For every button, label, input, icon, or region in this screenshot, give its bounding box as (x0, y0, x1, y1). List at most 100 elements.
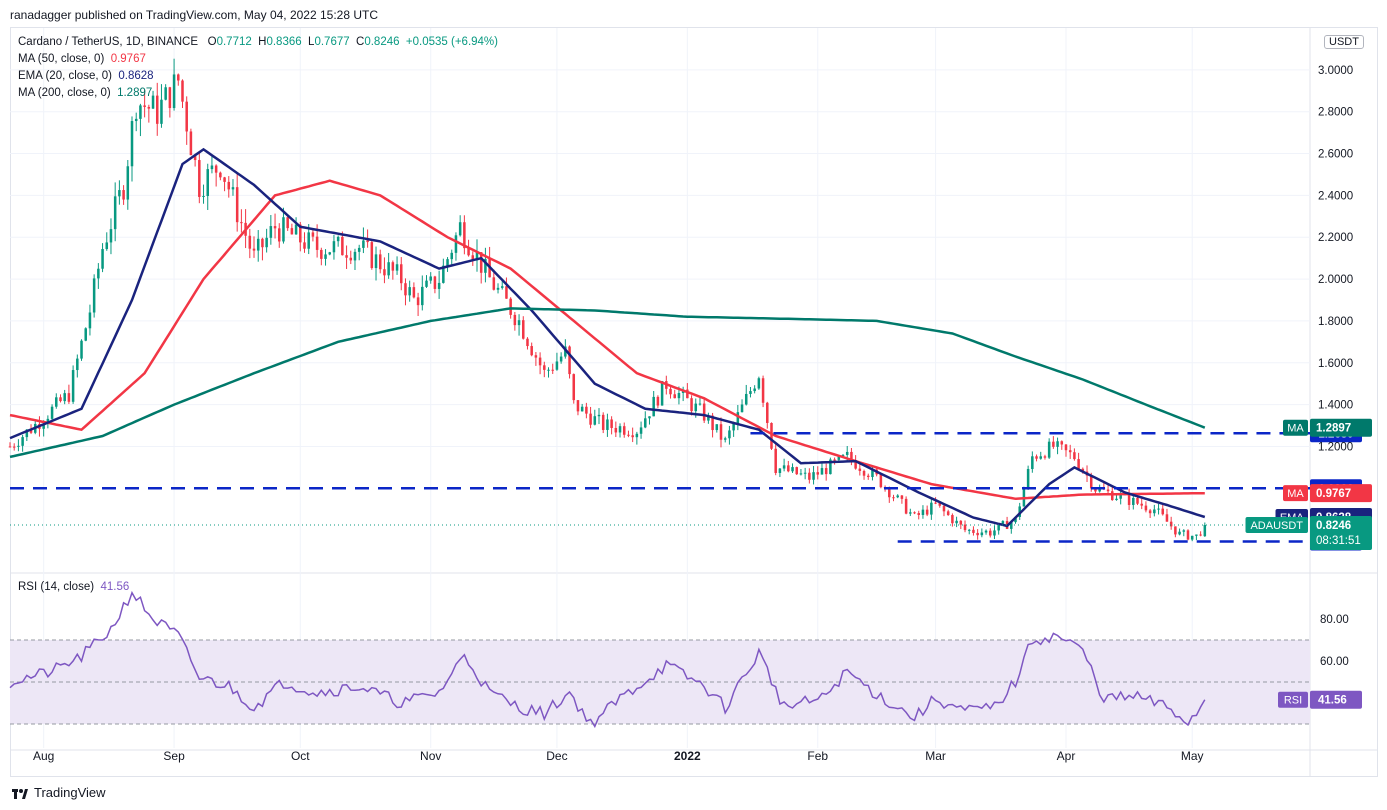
candle-body (118, 190, 121, 197)
candle-body (904, 498, 908, 514)
candle-body (248, 235, 252, 249)
candle-body (25, 429, 29, 438)
candle-body (168, 87, 172, 109)
candle-body (21, 437, 24, 446)
tradingview-logo-icon (12, 788, 28, 799)
candle-body (349, 257, 353, 261)
candle-body (551, 369, 554, 371)
candle-body (206, 169, 209, 196)
rsi-tag-name: RSI (1284, 695, 1302, 707)
legend-ma200-value: 1.2897 (117, 87, 153, 99)
candle-body (522, 320, 525, 339)
candle-body (757, 378, 761, 389)
candle-body (320, 249, 323, 259)
candle-body (547, 369, 550, 371)
candle-body (631, 435, 634, 438)
price-tag-name-box (1245, 517, 1308, 534)
candle-body (854, 460, 857, 469)
candle-body (463, 222, 466, 249)
candle-body (50, 406, 54, 419)
rsi-tick-label: 80.00 (1320, 614, 1349, 626)
legend-ema20-value: 0.8628 (118, 70, 154, 82)
candle-body (534, 355, 538, 358)
candle-body (656, 396, 660, 406)
candle-body (770, 422, 773, 449)
candle-body (845, 451, 849, 455)
candle-body (761, 378, 765, 403)
legend-close: 0.8246 (364, 36, 400, 48)
price-tag-name: MA (1287, 488, 1304, 500)
legend-ema20-label: EMA (20, close, 0) (18, 70, 112, 82)
candle-body (913, 512, 916, 514)
candle-body (446, 259, 449, 266)
candle-body (421, 286, 424, 306)
candle-body (766, 402, 769, 423)
candle-body (652, 396, 655, 417)
footer-brand[interactable]: TradingView (12, 785, 106, 800)
candle-body (959, 520, 963, 525)
candle-body (787, 465, 790, 472)
ema20-line (9, 147, 1206, 528)
candle-body (219, 172, 222, 178)
candle-body (1195, 534, 1198, 536)
candle-body (782, 465, 786, 469)
candle-body (370, 242, 374, 269)
candle-body (1106, 489, 1110, 492)
candle-body (799, 473, 803, 475)
candle-body (900, 495, 904, 499)
candle-body (622, 426, 626, 435)
candle-body (454, 235, 458, 253)
candle-body (458, 222, 462, 236)
candle-body (555, 361, 559, 370)
candle-body (972, 529, 975, 533)
candle-body (955, 520, 958, 524)
rsi-tick-label: 60.00 (1320, 656, 1349, 668)
candle-body (732, 424, 735, 431)
chart-frame (10, 27, 1378, 777)
currency-badge[interactable]: USDT (1324, 35, 1364, 49)
candle-body (1068, 450, 1072, 453)
candle-body (997, 523, 1000, 531)
candle-body (808, 472, 811, 480)
candle-body (84, 328, 87, 341)
candle-body (8, 446, 12, 448)
candle-body (63, 393, 66, 402)
candle-body (984, 530, 988, 533)
candle-body (55, 397, 58, 407)
candle-body (572, 374, 576, 401)
rsi-tag-value: 41.56 (1318, 695, 1347, 707)
candle-body (538, 357, 542, 366)
candle-body (282, 217, 285, 242)
candle-body (1111, 491, 1114, 501)
candle-body (433, 276, 437, 289)
candle-body (412, 287, 416, 298)
candle-body (59, 397, 62, 402)
candle-body (694, 403, 698, 412)
candle-body (160, 99, 163, 124)
candle-body (1153, 509, 1156, 514)
candle-body (387, 262, 390, 276)
candle-body (1031, 456, 1034, 470)
candle-body (42, 423, 45, 429)
candle-body (951, 515, 954, 524)
price-tag-countdown: 08:31:51 (1316, 535, 1361, 547)
candle-body (1140, 503, 1143, 506)
candle-body (299, 224, 302, 243)
legend-rsi-label: RSI (14, close) (18, 581, 95, 593)
candle-body (484, 258, 487, 273)
legend-ma200-row: MA (200, close, 0) 1.2897 (18, 87, 152, 99)
candle-body (1035, 456, 1038, 459)
candle-body (17, 445, 20, 447)
candle-body (362, 240, 365, 248)
candle-body (1174, 526, 1177, 535)
candle-body (383, 269, 386, 276)
candle-body (589, 413, 592, 425)
candle-body (235, 187, 239, 223)
candle-body (585, 406, 588, 414)
legend-ema20-row: EMA (20, close, 0) 0.8628 (18, 70, 154, 82)
candle-body (134, 118, 138, 122)
candle-body (618, 426, 622, 433)
price-tick-label: 1.8000 (1318, 316, 1353, 328)
candle-body (97, 268, 100, 279)
